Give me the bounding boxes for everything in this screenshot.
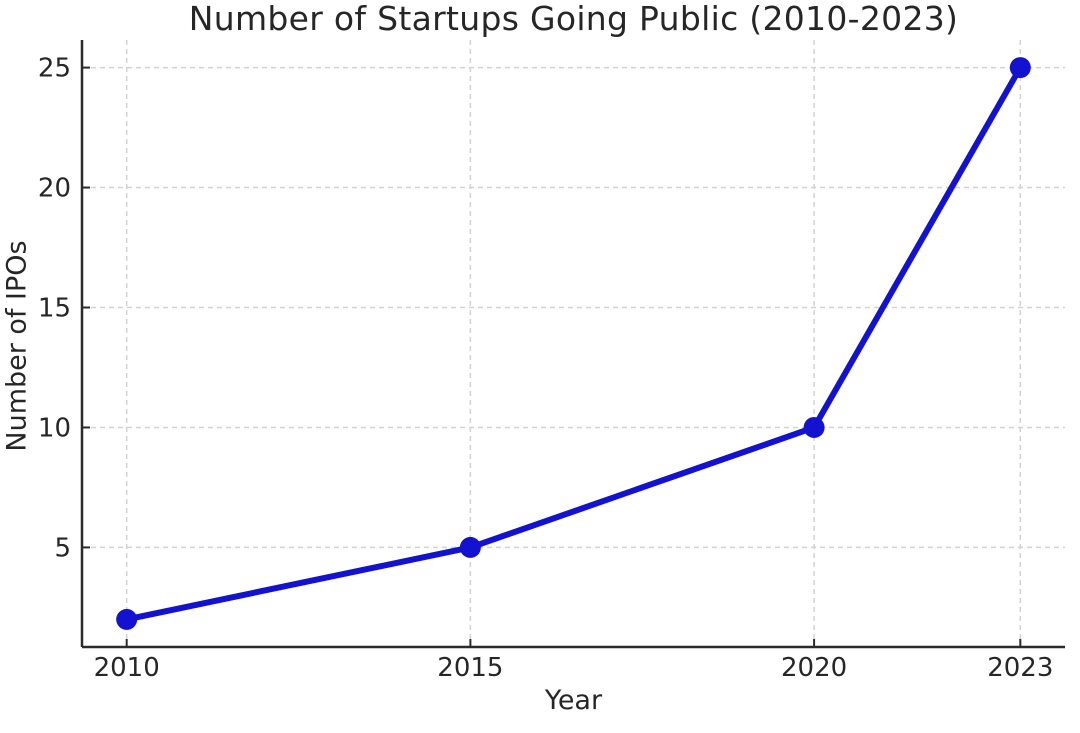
data-point-marker — [459, 536, 481, 558]
x-tick-label: 2010 — [94, 653, 160, 683]
data-point-marker — [1009, 57, 1031, 79]
y-tick-label: 15 — [38, 294, 71, 324]
y-axis-label: Number of IPOs — [1, 240, 33, 452]
y-tick-label: 20 — [38, 174, 71, 204]
x-tick-label: 2023 — [987, 653, 1053, 683]
y-tick-label: 10 — [38, 413, 71, 443]
data-point-marker — [803, 416, 825, 438]
data-line — [123, 64, 1024, 623]
chart-title: Number of Startups Going Public (2010-20… — [188, 0, 959, 38]
x-tick-label: 2020 — [781, 653, 847, 683]
x-tick-label: 2015 — [437, 653, 503, 683]
y-tick-label: 25 — [38, 54, 71, 84]
x-axis-label: Year — [544, 685, 603, 716]
data-point-marker — [116, 608, 138, 630]
y-tick-label: 5 — [54, 533, 71, 563]
